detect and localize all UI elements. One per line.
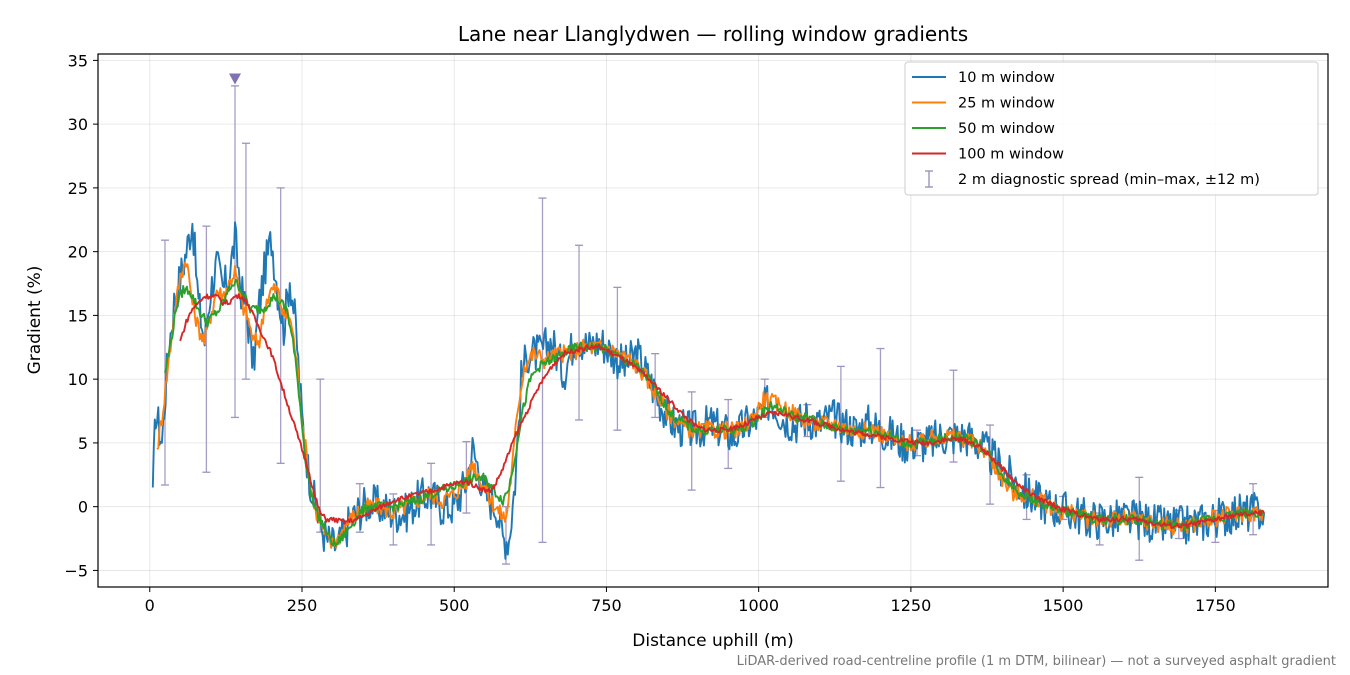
legend-label: 100 m window	[958, 147, 1064, 163]
y-tick-label: −5	[64, 561, 88, 580]
x-tick-label: 500	[439, 596, 470, 615]
legend-item: 2 m diagnostic spread (min–max, ±12 m)	[925, 170, 1260, 188]
legend-item: 10 m window	[912, 70, 1055, 86]
y-tick-label: 30	[68, 115, 88, 134]
x-axis-label: Distance uphill (m)	[632, 631, 793, 651]
series-layer	[151, 221, 1266, 560]
legend-label: 50 m window	[958, 121, 1055, 137]
y-tick-label: 0	[78, 498, 88, 517]
x-tick-label: 1250	[891, 596, 932, 615]
spread-bar	[836, 365, 845, 482]
legend-item: 50 m window	[912, 121, 1055, 137]
y-tick-label: 25	[68, 179, 88, 198]
y-axis-ticks: −5 0 5 10 15 20 25 30 35	[64, 51, 98, 580]
x-axis-ticks: 0 250 500 750 1000 1250 1500 1750	[145, 587, 1236, 615]
x-tick-label: 250	[287, 596, 318, 615]
legend-box	[904, 61, 1319, 196]
y-tick-label: 20	[68, 243, 88, 262]
legend-label: 2 m diagnostic spread (min–max, ±12 m)	[958, 172, 1260, 188]
legend-item: 100 m window	[912, 147, 1064, 163]
y-tick-label: 5	[78, 434, 88, 453]
spread-bar	[202, 225, 211, 473]
y-tick-label: 10	[68, 370, 88, 389]
x-tick-label: 1000	[738, 596, 779, 615]
x-tick-label: 1500	[1043, 596, 1084, 615]
legend: 10 m window 25 m window 50 m window 100 m w…	[904, 61, 1319, 196]
spread-bar	[538, 197, 547, 544]
x-tick-label: 750	[591, 596, 622, 615]
y-tick-label: 15	[68, 306, 88, 325]
y-axis-label: Gradient (%)	[25, 266, 45, 375]
y-tick-label: 35	[68, 51, 88, 70]
chart-title: Lane near Llanglydwen — rolling window g…	[458, 22, 968, 46]
x-tick-label: 1750	[1195, 596, 1236, 615]
series-line-4	[179, 293, 1265, 530]
marker-layer	[229, 73, 242, 85]
spread-bar	[575, 244, 584, 421]
spread-bar	[276, 187, 285, 464]
x-tick-label: 0	[145, 596, 155, 615]
legend-label: 10 m window	[958, 70, 1055, 86]
spread-bar	[231, 85, 240, 419]
chart-caption: LiDAR-derived road-centreline profile (1…	[737, 654, 1336, 669]
spread-bar	[160, 239, 169, 486]
spread-bar	[241, 142, 250, 380]
spread-bar	[876, 347, 885, 489]
legend-label: 25 m window	[958, 96, 1055, 112]
plot-frame	[97, 53, 1329, 588]
peak-marker	[229, 73, 242, 85]
legend-item: 25 m window	[912, 96, 1055, 112]
